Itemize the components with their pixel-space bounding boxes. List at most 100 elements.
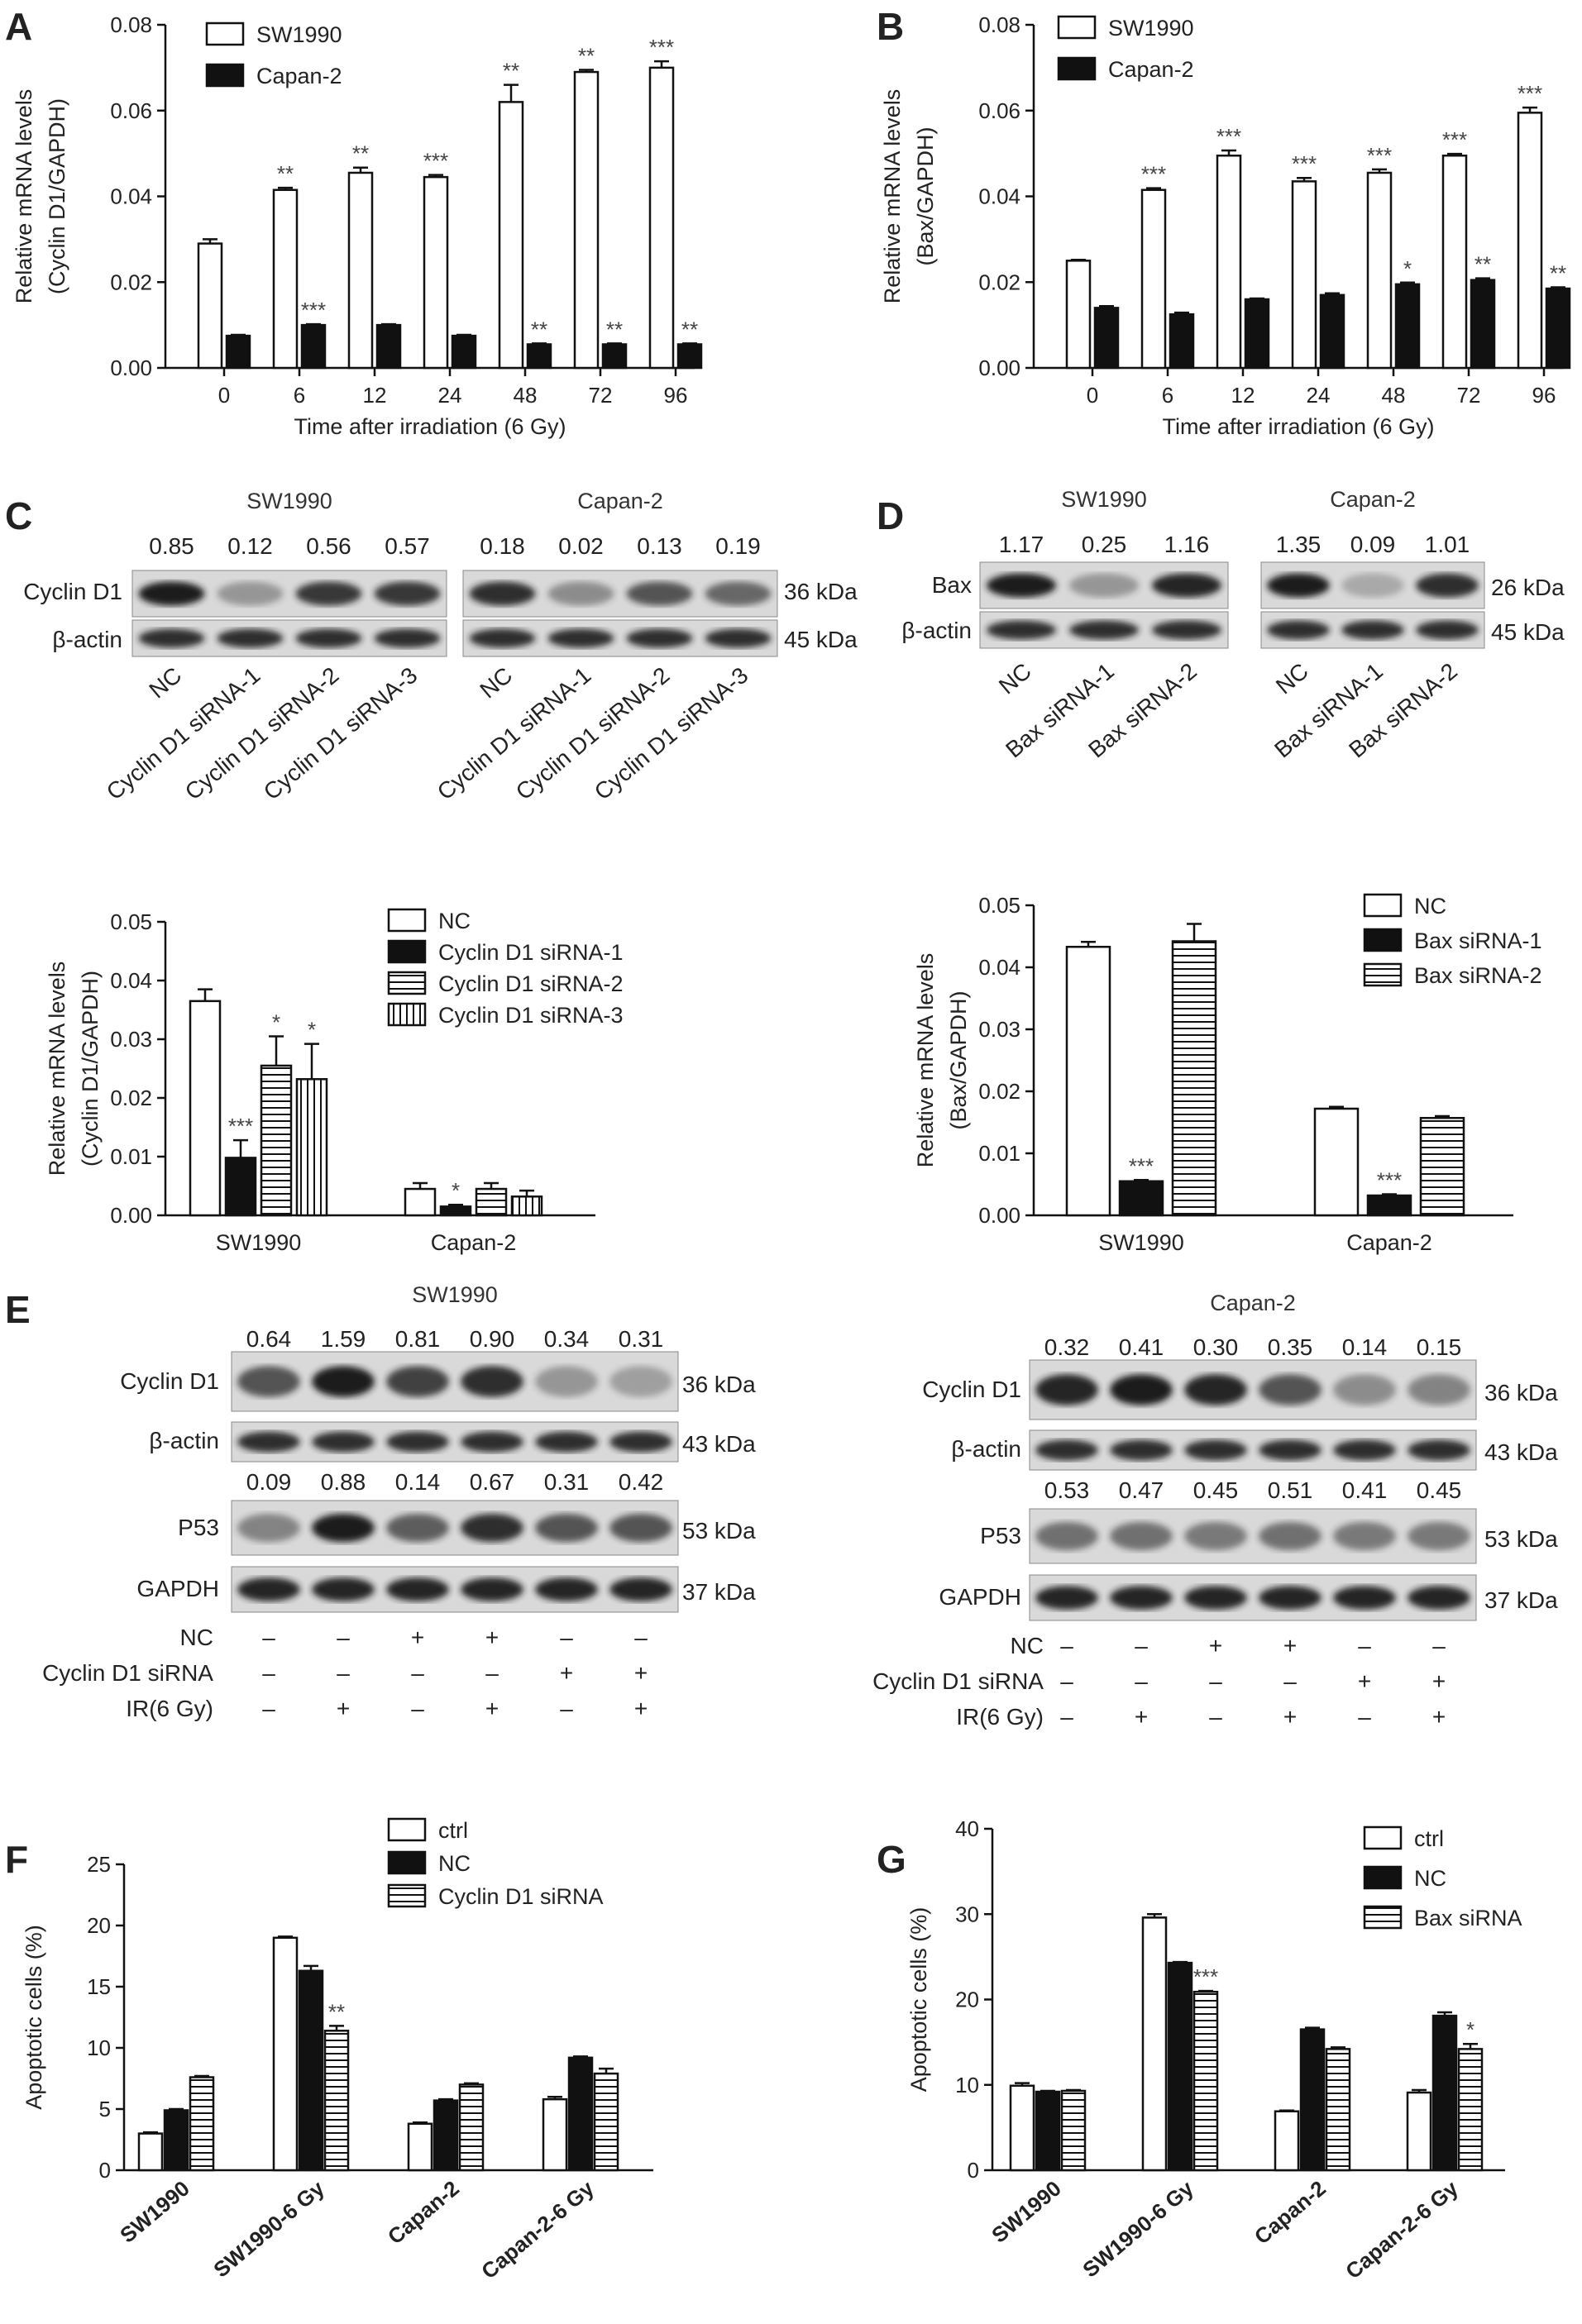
- bar-ctrl: [272, 1936, 299, 2172]
- bar-cyclin-d1-sirna-2: [260, 1064, 293, 1217]
- blot-title: SW1990: [412, 1282, 498, 1307]
- size-label: 37 kDa: [682, 1579, 756, 1605]
- densitometry-value: 0.25: [1082, 532, 1127, 557]
- blot-strip: [231, 1566, 679, 1613]
- blot-band: [547, 581, 614, 606]
- bar-nc: [298, 1969, 324, 2172]
- significance-mark: ***: [1377, 1168, 1402, 1193]
- lane-label: NC: [144, 662, 186, 704]
- significance-mark: **: [681, 317, 698, 341]
- densitometry-value: 0.53: [1044, 1477, 1090, 1503]
- blot-strip: [1029, 1359, 1477, 1420]
- blot-band: [1333, 1521, 1396, 1551]
- bar-capan-2: [1545, 287, 1571, 370]
- y-axis-label: Relative mRNA levels: [880, 89, 905, 304]
- size-label: 45 kDa: [1491, 619, 1565, 645]
- bar-nc: [1167, 1961, 1193, 2172]
- densitometry-value: 0.02: [558, 533, 604, 559]
- condition-mark: +: [634, 1660, 648, 1686]
- row-label: β-actin: [951, 1436, 1021, 1462]
- panel-letter-e: E: [5, 1288, 31, 1331]
- bar-bax-sirna-1: [1366, 1194, 1412, 1217]
- densitometry-value: 1.17: [999, 532, 1044, 557]
- category-label: SW1990-6 Gy: [1078, 2175, 1198, 2282]
- y-axis-label: (Bax/GAPDH): [946, 990, 971, 1129]
- densitometry-value: 0.30: [1193, 1334, 1239, 1360]
- blot-band: [386, 1577, 449, 1601]
- y-tick-label: 0.06: [110, 98, 152, 123]
- size-label: 36 kDa: [682, 1372, 756, 1397]
- condition-mark: +: [1283, 1633, 1297, 1658]
- cyclin-row: [231, 1351, 679, 1412]
- condition-mark: –: [1432, 1633, 1446, 1658]
- size-label: 37 kDa: [1484, 1587, 1558, 1613]
- y-tick-label: 5: [99, 2097, 111, 2121]
- blot-band: [535, 1366, 598, 1397]
- densitometry-value: 0.41: [1119, 1334, 1164, 1360]
- condition-mark: +: [485, 1696, 499, 1721]
- blot-band: [461, 1513, 523, 1543]
- densitometry-value: 0.13: [637, 533, 682, 559]
- legend-swatch: [1363, 893, 1403, 918]
- densitometry-value: 0.14: [395, 1469, 441, 1495]
- significance-mark: ***: [228, 1114, 253, 1138]
- blot-band: [386, 1513, 449, 1543]
- bar-cyclin-d1-sirna: [323, 2030, 350, 2172]
- densitometry-value: 0.12: [227, 533, 273, 559]
- legend-swatch: [1057, 15, 1097, 40]
- densitometry-value: 0.88: [321, 1469, 366, 1495]
- bar-cyclin-d1-sirna-3: [510, 1195, 543, 1217]
- legend-swatch: [1057, 56, 1097, 81]
- y-tick-label: 0.02: [110, 270, 152, 294]
- panel-letter-c: C: [5, 494, 32, 537]
- legend-swatch: [387, 1817, 427, 1842]
- row-label: Bax: [932, 572, 972, 598]
- blot-strip: [231, 1500, 679, 1556]
- densitometry-value: 0.09: [246, 1469, 292, 1495]
- panel-letter-a: A: [5, 5, 32, 48]
- blot-band: [547, 628, 614, 648]
- blot-strip: [1029, 1508, 1477, 1564]
- blot-band: [312, 1577, 375, 1601]
- condition-label: IR(6 Gy): [126, 1696, 213, 1721]
- significance-mark: *: [1403, 256, 1412, 281]
- blot-band: [386, 1366, 449, 1397]
- legend-label: NC: [1414, 1866, 1446, 1891]
- bar-nc: [1035, 2090, 1061, 2172]
- bar-bax-sirna-2: [1171, 940, 1217, 1217]
- y-tick-label: 0.08: [110, 12, 152, 37]
- size-label: 45 kDa: [784, 627, 858, 652]
- bar-cyclin-d1-sirna: [189, 2076, 215, 2172]
- bar-bax-sirna-2: [1419, 1117, 1465, 1217]
- row-label: Cyclin D1: [23, 579, 122, 604]
- blot-band: [609, 1577, 672, 1601]
- blot-band: [312, 1366, 375, 1397]
- bar-nc: [404, 1187, 437, 1217]
- y-tick-label: 25: [87, 1852, 111, 1877]
- condition-mark: +: [411, 1625, 424, 1650]
- target-row: [462, 570, 778, 618]
- legend-swatch: [387, 908, 427, 933]
- condition-mark: +: [1135, 1704, 1148, 1730]
- y-axis-label: (Cyclin D1/GAPDH): [45, 98, 69, 294]
- condition-label: NC: [1011, 1633, 1044, 1658]
- blot-band: [1110, 1439, 1173, 1461]
- densitometry-value: 0.64: [246, 1326, 292, 1352]
- significance-mark: **: [606, 317, 623, 341]
- bar-capan-2: [1244, 298, 1270, 370]
- blot-band: [1110, 1374, 1173, 1405]
- blot-band: [217, 581, 284, 606]
- significance-mark: *: [1466, 2017, 1474, 2042]
- densitometry-value: 0.18: [480, 533, 525, 559]
- significance-mark: **: [531, 317, 547, 341]
- densitometry-value: 0.41: [1342, 1477, 1388, 1503]
- blot-band: [461, 1577, 523, 1601]
- legend-swatch: [387, 939, 427, 964]
- legend-swatch: [387, 1850, 427, 1875]
- blot-band: [1259, 1374, 1322, 1405]
- bar-ctrl: [137, 2132, 164, 2172]
- significance-mark: ***: [1367, 143, 1392, 168]
- condition-mark: –: [1060, 1633, 1073, 1658]
- lane-label: NC: [475, 662, 517, 704]
- panel-letter-d: D: [877, 494, 904, 537]
